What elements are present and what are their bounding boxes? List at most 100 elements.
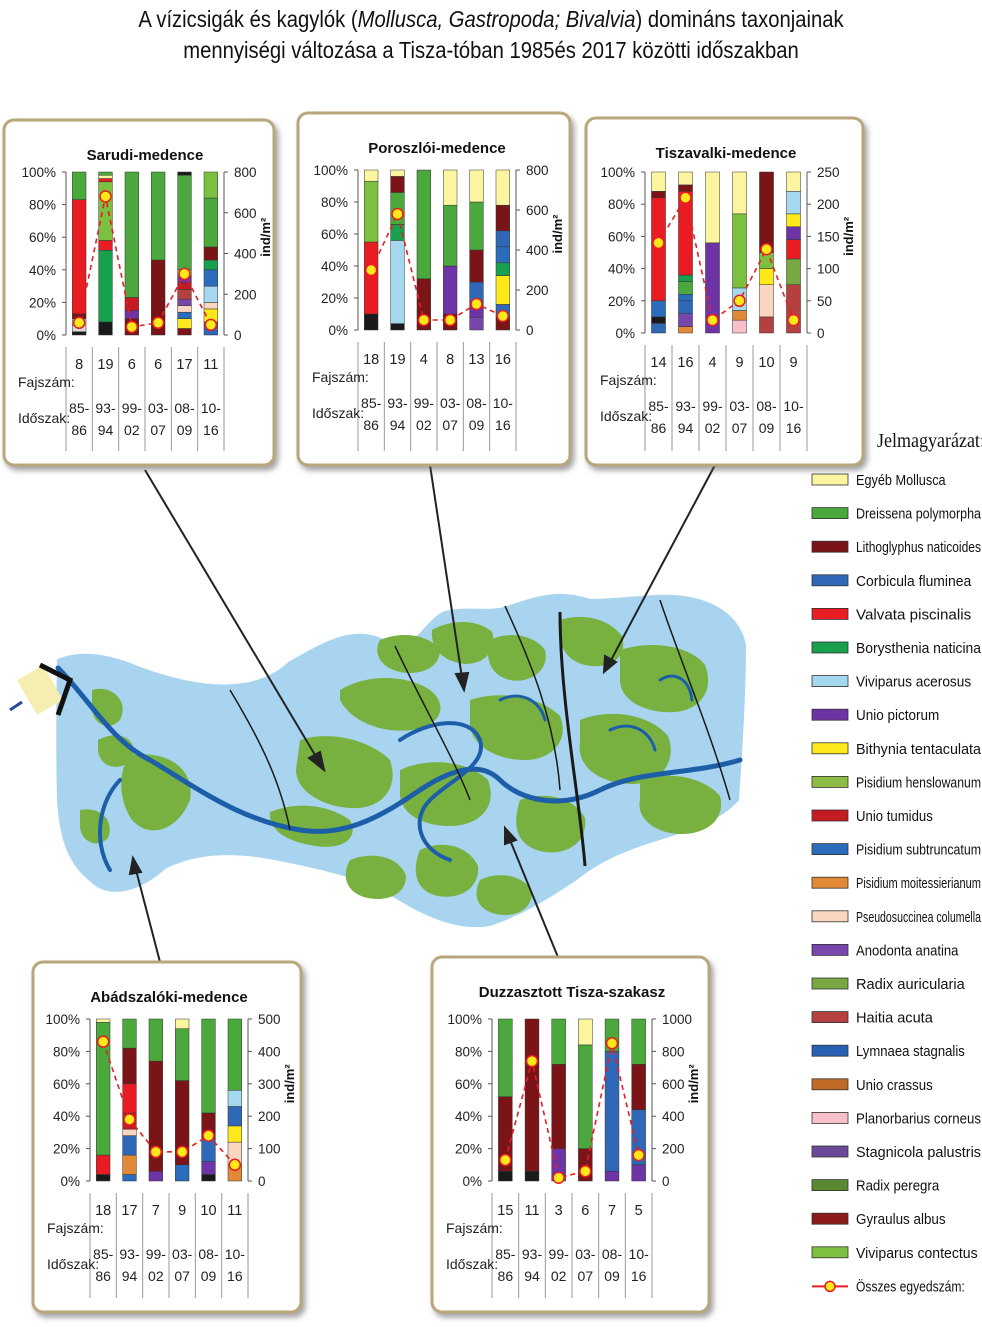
- total-density-point: [202, 1129, 215, 1142]
- legend-swatch: [811, 1212, 849, 1225]
- total-density-point: [149, 1145, 163, 1159]
- period-label: 03-: [148, 400, 169, 416]
- period-row-label: Időszak:: [312, 405, 364, 421]
- species-count: 6: [128, 357, 136, 373]
- period-label-end: 86: [363, 417, 379, 433]
- right-tick-label: 200: [817, 197, 840, 212]
- period-label-end: 94: [678, 420, 694, 436]
- total-density-point: [499, 1153, 512, 1167]
- left-tick-label: 80%: [321, 195, 348, 210]
- legend-label: Dreissena polymorpha: [856, 507, 982, 523]
- period-label: 08-: [756, 398, 777, 414]
- legend-swatch: [811, 473, 849, 486]
- map-dams-roads: [229, 599, 731, 867]
- right-tick-label: 0: [258, 1174, 266, 1189]
- total-density-point: [151, 316, 165, 330]
- total-density-point: [632, 1148, 645, 1162]
- species-count: 13: [468, 352, 484, 368]
- legend-item: Unio crassus: [811, 1078, 933, 1094]
- period-row-label: Időszak:: [446, 1256, 498, 1272]
- left-tick-label: 100%: [600, 165, 635, 180]
- bar-segment: [443, 169, 458, 206]
- legend-swatch: [811, 708, 849, 721]
- bar-segment: [578, 1018, 593, 1046]
- right-tick-label: 50: [817, 294, 832, 309]
- legend-label: Pseudosuccinea columella: [856, 910, 982, 926]
- left-tick-label: 40%: [29, 263, 56, 278]
- period-label-end: 07: [150, 422, 166, 438]
- period-label: 93-: [387, 395, 408, 411]
- period-label: 03-: [575, 1246, 596, 1262]
- left-tick-label: 0%: [60, 1174, 80, 1189]
- total-density-line: [78, 196, 212, 328]
- period-label-end: 09: [604, 1268, 620, 1284]
- legend-item: Viviparus contectus: [811, 1246, 978, 1262]
- total-density-line: [370, 211, 504, 321]
- stacked-bar: [227, 1018, 242, 1182]
- period-label: 08-: [602, 1246, 623, 1262]
- left-tick-label: 20%: [455, 1142, 482, 1157]
- species-count: 17: [121, 1203, 137, 1219]
- legend-label: Bithynia tentaculata: [856, 742, 982, 758]
- species-count: 16: [495, 352, 511, 368]
- chart-panel-1: Sarudi-medence 100% 80% 60% 40% 20% 0% 800 600 40…: [2, 118, 276, 467]
- legend-label: Anodonta anatina: [856, 943, 959, 959]
- bar-segment: [416, 169, 431, 280]
- legend-item: Pseudosuccinea columella: [811, 910, 982, 926]
- period-label-end: 16: [631, 1268, 647, 1284]
- stacked-bar: [151, 171, 166, 336]
- stacked-bar: [203, 171, 218, 336]
- stacked-bar: [148, 1018, 163, 1182]
- stacked-bar: [98, 171, 113, 336]
- dam-structure: [9, 662, 74, 716]
- right-tick-label: 800: [662, 1044, 685, 1059]
- species-count-row-label: Fajszám:: [47, 1220, 104, 1236]
- species-count: 9: [789, 355, 797, 371]
- chart-title: Poroszlói-medence: [368, 140, 506, 157]
- period-label: 08-: [198, 1246, 219, 1262]
- total-density-line: [504, 1043, 640, 1179]
- legend-label: Pisidium moitessierianum: [856, 876, 981, 892]
- bar-segment: [175, 1018, 190, 1029]
- bar-segment: [732, 171, 747, 215]
- legend-label: Pisidium henslowanum: [856, 775, 981, 791]
- species-count: 7: [152, 1203, 160, 1219]
- right-tick-label: 0: [662, 1174, 670, 1189]
- total-density-point: [706, 313, 719, 327]
- right-tick-label: 400: [258, 1044, 281, 1059]
- left-tick-label: 60%: [29, 230, 56, 245]
- right-tick-label: 800: [234, 165, 257, 180]
- species-count: 7: [608, 1203, 616, 1219]
- bar-segment: [201, 1018, 216, 1114]
- period-label: 85-: [648, 398, 669, 414]
- bar-segment: [124, 171, 139, 298]
- legend-marker-swatch: [824, 1280, 836, 1293]
- period-label: 93-: [675, 398, 696, 414]
- legend-item: Gyraulus albus: [811, 1212, 946, 1228]
- period-label-end: 16: [495, 417, 511, 433]
- legend-label: Viviparus contectus: [856, 1246, 978, 1262]
- legend-swatch: [811, 876, 849, 889]
- period-label-end: 86: [651, 420, 667, 436]
- total-density-point: [579, 1165, 592, 1178]
- left-tick-label: 60%: [455, 1077, 482, 1092]
- period-label-end: 94: [98, 422, 114, 438]
- right-tick-label: 400: [662, 1109, 685, 1124]
- period-label: 10-: [629, 1246, 650, 1262]
- right-axis-unit-label: ind/m²: [258, 217, 273, 257]
- total-density-point: [228, 1158, 242, 1172]
- species-count: 8: [446, 352, 454, 368]
- legend-label: Stagnicola palustris: [856, 1145, 981, 1161]
- bar-segment: [651, 171, 666, 192]
- right-tick-label: 600: [526, 203, 549, 218]
- left-tick-label: 0%: [462, 1174, 482, 1189]
- stacked-bar: [443, 169, 458, 331]
- legend-swatch: [811, 776, 849, 788]
- figure-title: A vízicsigák és kagylók (Mollusca, Gastr…: [59, 4, 923, 66]
- right-tick-label: 400: [234, 247, 257, 262]
- period-label: 03-: [440, 395, 461, 411]
- legend-item: Pisidium moitessierianum: [811, 876, 981, 892]
- left-tick-label: 100%: [447, 1012, 482, 1027]
- bar-segment: [151, 171, 166, 261]
- species-count-row-label: Fajszám:: [446, 1220, 503, 1236]
